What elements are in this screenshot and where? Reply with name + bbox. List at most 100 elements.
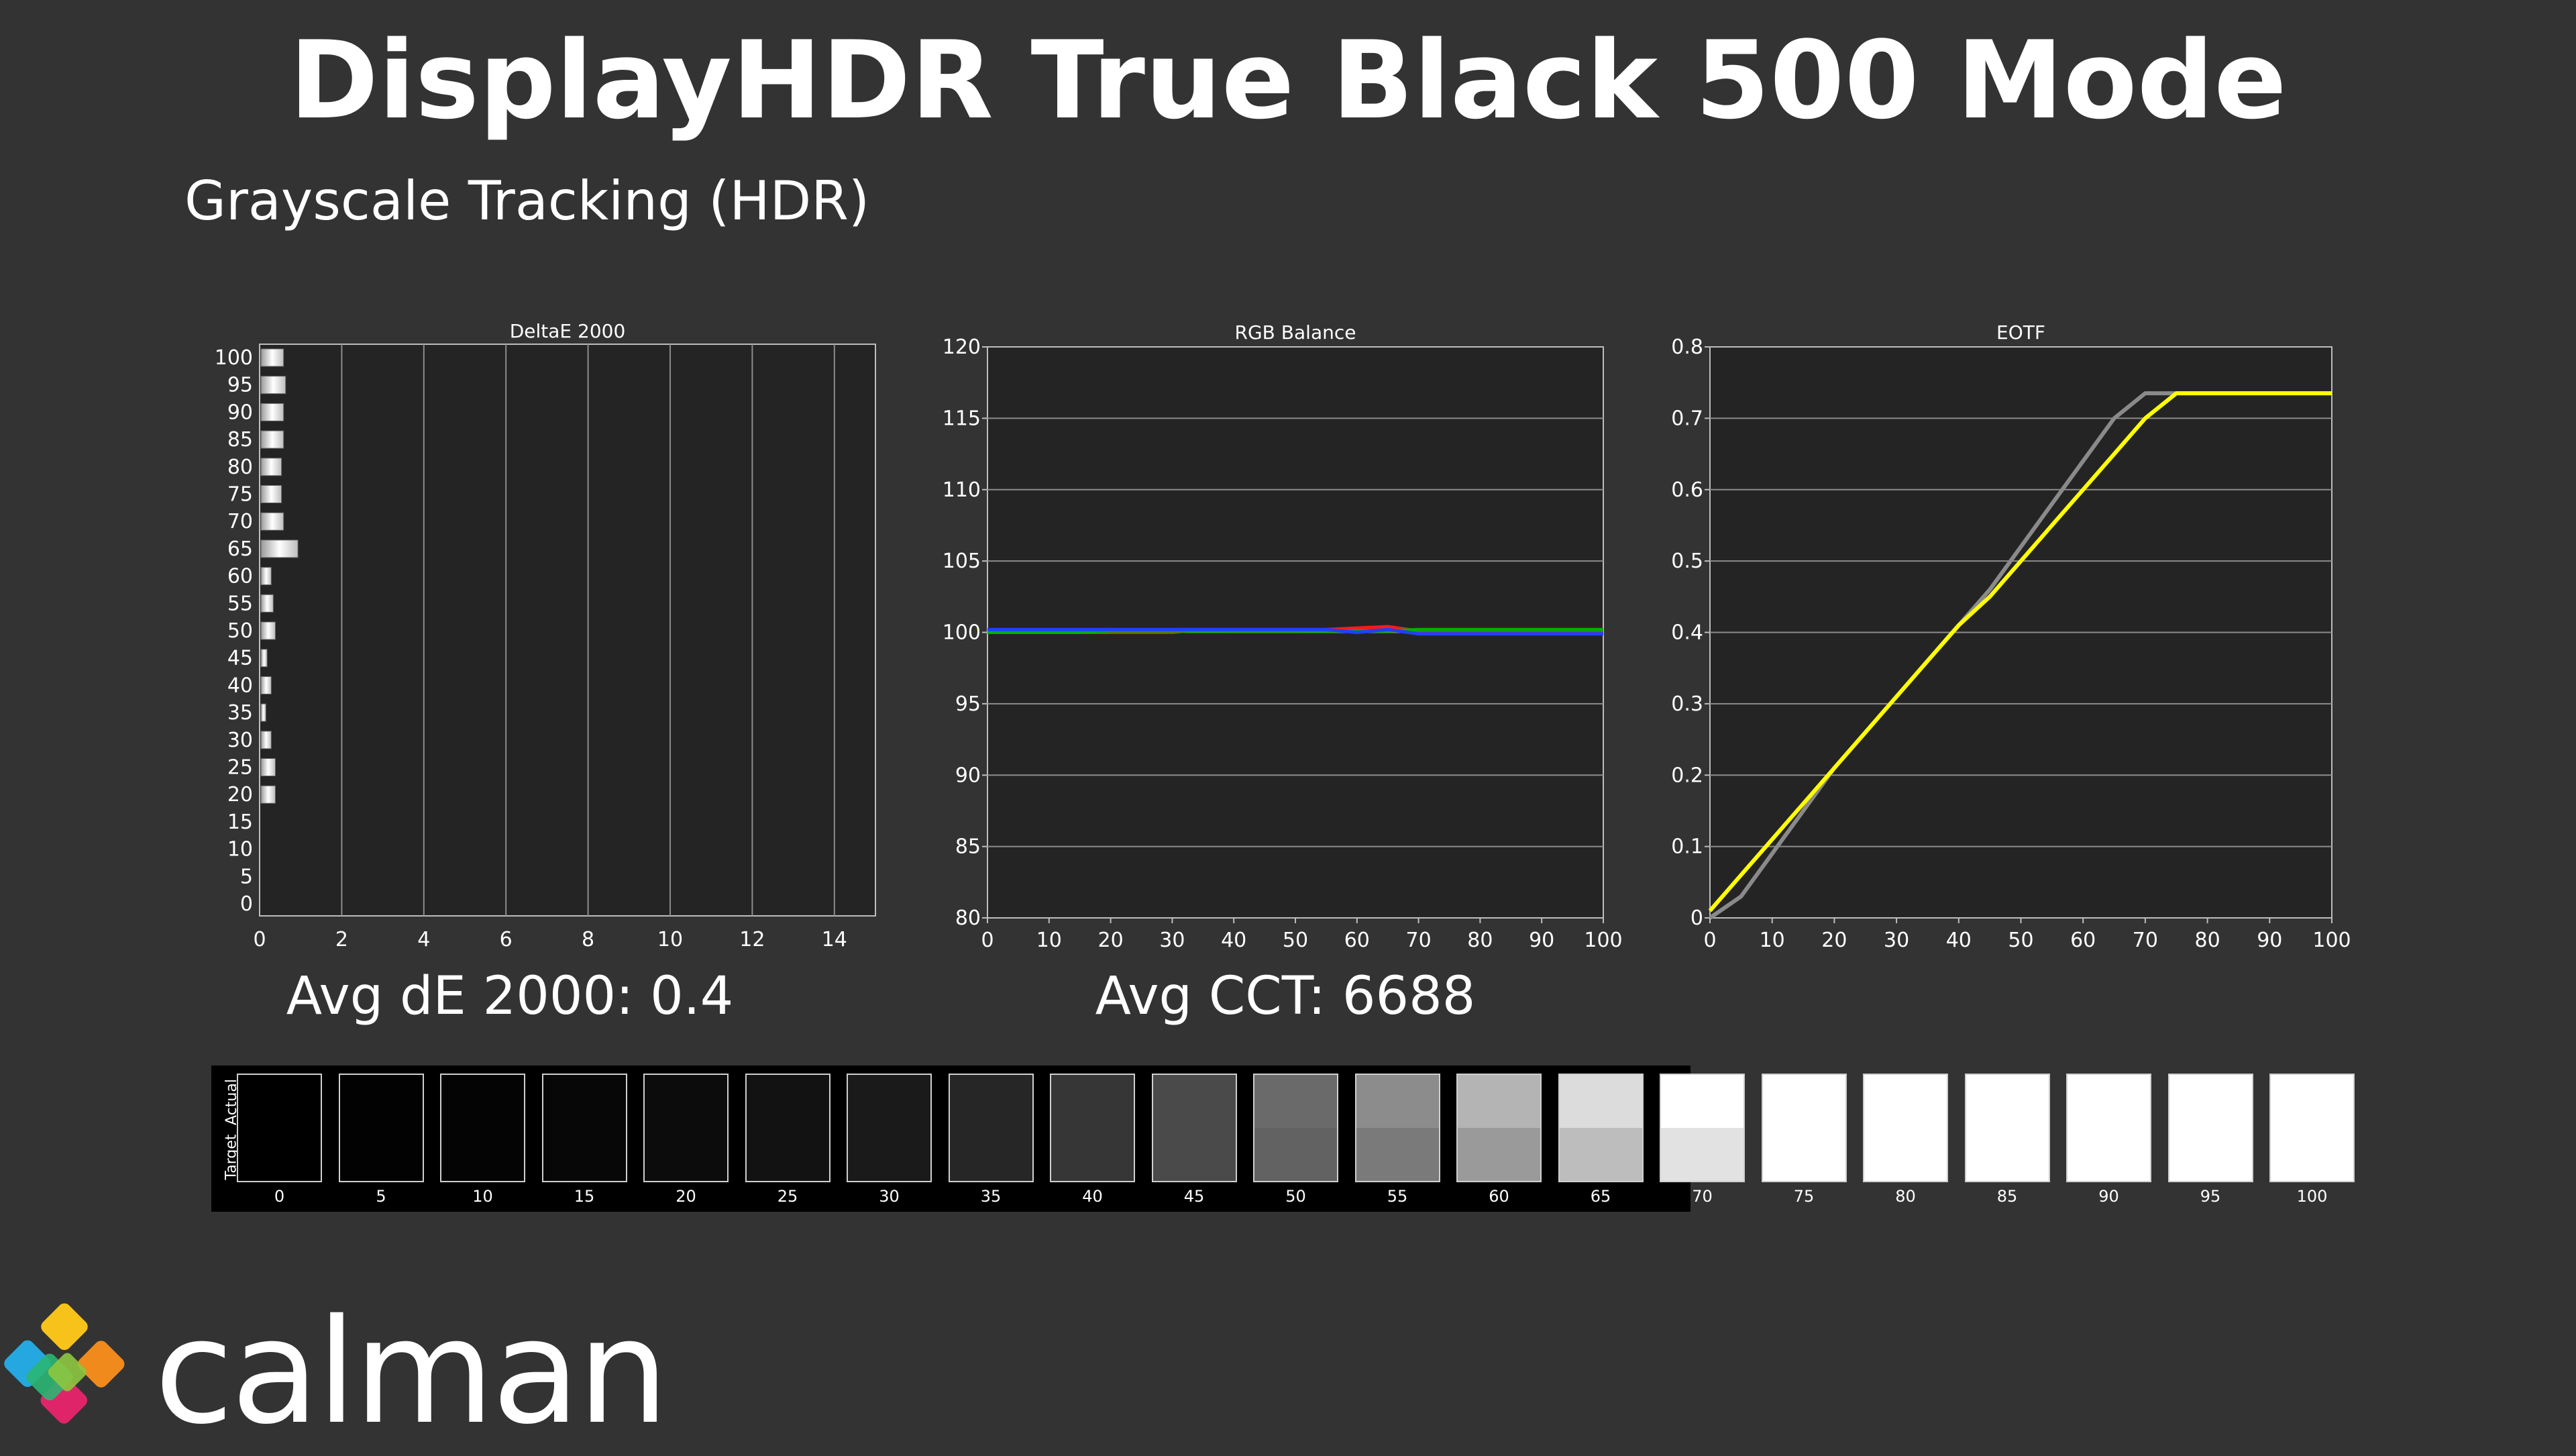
x-tick-label: 80 [1467,929,1493,952]
y-tick-label: 80 [955,906,981,930]
grayscale-swatch [338,1074,424,1182]
y-tick-label: 90 [955,764,981,787]
delta-e-bar [260,731,272,749]
swatch-label: 20 [676,1187,696,1206]
swatch-label: 100 [2296,1187,2328,1206]
y-tick-label: 35 [227,701,253,725]
grayscale-swatch [2269,1074,2355,1182]
y-tick-label: 70 [227,510,253,533]
swatch-label: 90 [2098,1187,2119,1206]
grayscale-swatch [643,1074,729,1182]
x-tick-label: 60 [1344,929,1370,952]
x-tick-label: 10 [1760,929,1785,952]
delta-e-bar [260,567,272,586]
x-tick-label: 90 [2257,929,2282,952]
x-tick-label: 100 [2312,929,2351,952]
x-tick-label: 20 [1821,929,1847,952]
swatch-actual [645,1075,727,1128]
y-tick-label: 45 [227,647,253,670]
grayscale-swatch [1354,1074,1440,1182]
swatch-actual [1254,1075,1337,1128]
swatch-label: 70 [1692,1187,1713,1206]
grayscale-swatch [1456,1074,1542,1182]
y-tick-label: 5 [240,865,253,888]
swatch-actual [1152,1075,1236,1128]
swatch-actual [1762,1075,1845,1128]
swatch-label: 95 [2200,1187,2221,1206]
swatch-label: 25 [777,1187,798,1206]
y-tick-label: 75 [227,483,253,507]
swatch-actual [949,1075,1032,1128]
swatch-label: 65 [1590,1187,1611,1206]
x-tick-label: 40 [1221,929,1246,952]
x-tick-label: 14 [822,928,847,951]
grayscale-swatch [948,1074,1034,1182]
delta-e-bar [260,703,266,722]
grayscale-swatch [1964,1074,2050,1182]
y-tick-label: 25 [227,756,253,780]
x-tick-label: 4 [417,928,430,951]
delta-e-bar [260,485,282,503]
grayscale-swatch [1660,1074,1745,1182]
x-tick-label: 0 [1703,929,1716,952]
chart-title: EOTF [1996,321,2045,344]
delta-e-bar [260,458,282,476]
swatch-actual [2169,1075,2252,1128]
grayscale-swatch [745,1074,830,1182]
swatch-actual [1458,1075,1540,1128]
swatch-actual [1966,1075,2049,1128]
grayscale-swatch [237,1074,322,1182]
delta-e-bar [260,785,276,804]
swatch-actual [2271,1075,2353,1128]
plot-frame [259,344,876,917]
delta-e-bar [260,621,276,640]
delta-e-bar [260,594,274,613]
yellow-series-line [1708,391,2332,913]
x-tick-label: 12 [739,928,765,951]
swatch-target [1966,1128,2049,1181]
swatch-target [543,1128,626,1181]
swatch-target [1762,1128,1845,1181]
delta-e-bar [260,403,284,421]
swatch-actual [543,1075,626,1128]
swatch-target [1458,1128,1540,1181]
y-tick-label: 0 [240,892,253,916]
delta-e-bar [260,348,284,367]
x-tick-label: 30 [1159,929,1185,952]
swatch-actual [1051,1075,1134,1128]
x-tick-label: 60 [2070,929,2096,952]
swatch-target [2271,1128,2353,1181]
swatch-target [1559,1128,1642,1181]
grayscale-swatch [2066,1074,2151,1182]
x-tick-label: 10 [657,928,683,951]
swatch-label: 55 [1387,1187,1408,1206]
x-tick-label: 90 [1529,929,1554,952]
delta-e-bar [260,539,299,558]
swatch-target [339,1128,423,1181]
delta-e-bar [260,376,286,395]
y-tick-label: 90 [227,401,253,424]
grayscale-swatch [847,1074,932,1182]
y-tick-label: 40 [227,674,253,697]
swatch-label: 5 [376,1187,386,1206]
y-tick-label: 50 [227,619,253,643]
swatch-label: 85 [1996,1187,2018,1206]
x-tick-label: 50 [1283,929,1308,952]
swatch-target [1864,1128,1947,1181]
swatch-actual [339,1075,423,1128]
blue-series-line [987,627,1603,636]
x-tick-label: 8 [582,928,594,951]
x-tick-label: 2 [335,928,348,951]
y-tick-label: 95 [955,692,981,716]
y-tick-label: 60 [227,565,253,588]
grayscale-swatch [1558,1074,1644,1182]
swatch-label: 0 [274,1187,285,1206]
swatch-actual [746,1075,829,1128]
swatch-actual [1559,1075,1642,1128]
calman-diamond-logo-icon [4,1303,125,1424]
y-tick-label: 0.5 [1671,550,1703,573]
x-tick-label: 30 [1884,929,1909,952]
y-tick-label: 15 [227,811,253,834]
swatch-actual [441,1075,524,1128]
